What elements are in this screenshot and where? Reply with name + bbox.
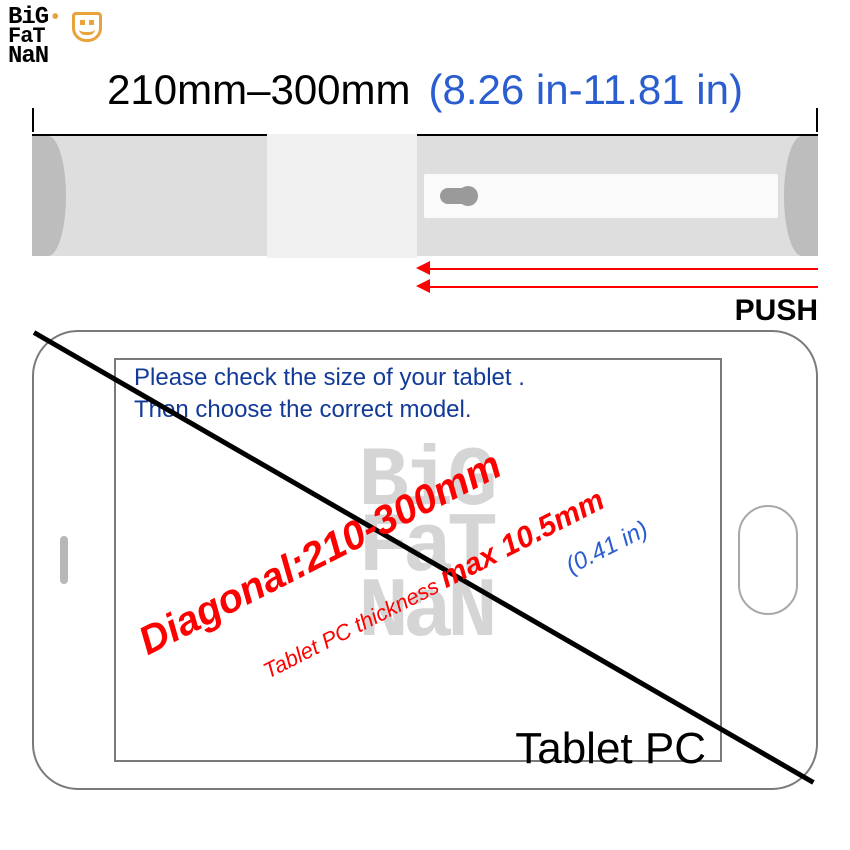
clamp-slider: [267, 134, 417, 258]
tablet-speaker-icon: [60, 536, 68, 584]
instruction-line1: Please check the size of your tablet .: [134, 364, 525, 391]
push-label: PUSH: [735, 294, 818, 328]
clamp-pin: [440, 188, 476, 204]
dimension-ticks: [32, 108, 818, 136]
dimension-in: (8.26 in-11.81 in): [429, 66, 743, 114]
brand-smiley-icon: [72, 12, 102, 42]
tablet-home-button-icon: [738, 505, 798, 615]
clamp-end-left: [32, 136, 66, 256]
brand-dot: •: [49, 10, 61, 27]
tablet-pc-label: Tablet PC: [515, 724, 706, 774]
dimension-mm: 210mm–300mm: [107, 66, 410, 114]
clamp-end-right: [784, 136, 818, 256]
clamp-diagram: [32, 136, 818, 256]
instruction-text: Please check the size of your tablet . T…: [134, 362, 525, 427]
canvas: BiG• FaT NaN 210mm–300mm (8.26 in-11.81 …: [0, 0, 850, 850]
brand-logo: BiG• FaT NaN: [8, 8, 62, 67]
